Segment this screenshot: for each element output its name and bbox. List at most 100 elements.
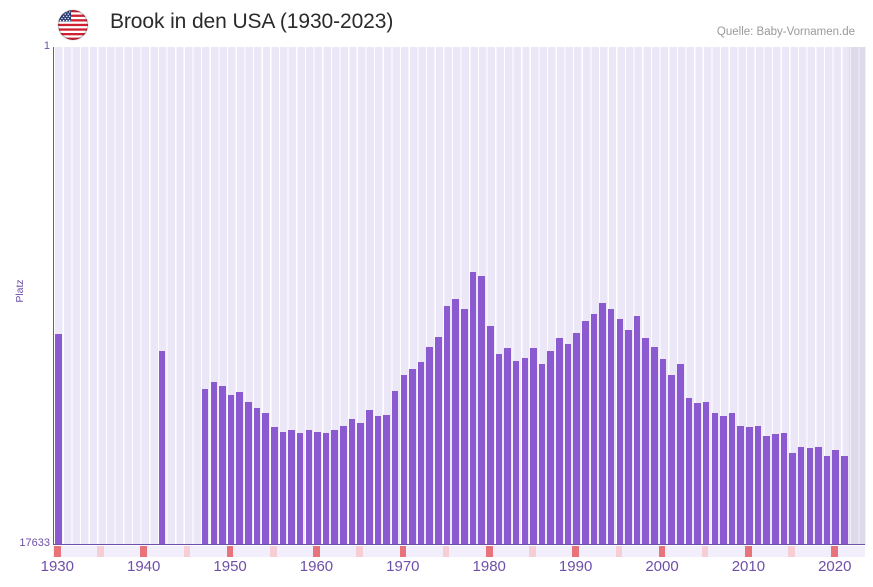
bar xyxy=(780,432,788,544)
y-axis-bottom-label: 17633 xyxy=(19,537,50,549)
x-axis-tick-label: 1930 xyxy=(40,558,74,575)
x-tick-major xyxy=(399,546,407,557)
bar xyxy=(685,397,693,544)
bar xyxy=(668,375,675,544)
x-tick-major xyxy=(54,546,61,557)
plot-area xyxy=(53,47,866,545)
x-axis-tick-label: 1960 xyxy=(299,558,334,575)
bar xyxy=(737,425,745,544)
bar xyxy=(556,338,563,544)
bar xyxy=(538,363,546,544)
bar xyxy=(288,430,295,544)
bar xyxy=(305,430,313,544)
bar xyxy=(409,369,416,544)
x-tick-major xyxy=(745,546,752,557)
bar xyxy=(391,390,399,544)
bar xyxy=(443,305,451,544)
x-tick-minor xyxy=(442,546,450,557)
bar xyxy=(702,401,710,544)
bar xyxy=(659,359,667,544)
bar xyxy=(210,382,218,544)
bar xyxy=(789,452,796,544)
bar xyxy=(469,271,477,544)
x-tick-minor xyxy=(788,546,795,557)
x-tick-major xyxy=(572,546,579,557)
bar xyxy=(55,334,62,544)
x-tick-major xyxy=(226,546,234,557)
bar xyxy=(461,308,468,544)
bar xyxy=(607,308,615,544)
x-axis-tick-label: 2020 xyxy=(818,558,852,575)
bar xyxy=(262,413,269,544)
bar xyxy=(435,336,442,544)
bar xyxy=(728,413,736,544)
x-tick-minor xyxy=(269,546,277,557)
x-tick-major xyxy=(831,546,839,557)
bar xyxy=(590,314,598,544)
bar xyxy=(374,415,382,544)
bar xyxy=(279,431,287,544)
bar xyxy=(625,329,632,544)
x-axis-tick-label: 1950 xyxy=(213,558,247,575)
bar xyxy=(581,321,589,544)
bar xyxy=(296,432,304,544)
bar xyxy=(236,391,243,544)
bar xyxy=(348,418,356,544)
bar xyxy=(763,435,770,544)
bar xyxy=(711,413,719,544)
bar xyxy=(754,425,762,544)
bar xyxy=(521,358,529,544)
x-axis-tick-label: 2000 xyxy=(645,558,679,575)
chart-header: Brook in den USA (1930-2023) Quelle: Bab… xyxy=(0,0,873,46)
bar xyxy=(478,276,485,544)
bar xyxy=(720,415,727,544)
x-axis-tick-label: 2010 xyxy=(731,558,766,575)
no-data-shaded-region xyxy=(848,47,866,545)
y-axis-top-label: 1 xyxy=(43,40,50,52)
bar xyxy=(806,448,814,544)
bar xyxy=(357,423,364,544)
x-tick-minor xyxy=(615,546,623,557)
bar xyxy=(219,386,226,544)
bar xyxy=(530,348,537,544)
bar xyxy=(564,343,572,544)
bar xyxy=(616,318,624,544)
bar xyxy=(815,447,822,544)
bar xyxy=(383,414,390,544)
bar xyxy=(486,325,494,544)
bar xyxy=(512,360,520,544)
bar xyxy=(340,425,347,544)
bar xyxy=(547,351,554,544)
x-axis-tick-label: 1990 xyxy=(558,558,593,575)
bar xyxy=(823,455,831,544)
bar xyxy=(633,315,641,544)
source-attribution: Quelle: Baby-Vornamen.de xyxy=(716,26,855,38)
bar xyxy=(746,427,753,544)
bar xyxy=(331,430,339,544)
bar xyxy=(797,447,805,544)
usa-flag-icon xyxy=(58,10,88,40)
page-title: Brook in den USA (1930-2023) xyxy=(110,10,394,33)
bar xyxy=(642,338,649,544)
bar xyxy=(694,403,701,544)
bar xyxy=(314,431,321,544)
x-tick-minor xyxy=(529,546,536,557)
bar xyxy=(253,407,261,544)
x-tick-minor xyxy=(97,546,104,557)
x-axis-labels: 1930 1940 1950 1960 1970 1980 1990 2000 2010 2020 xyxy=(41,558,865,584)
bar xyxy=(366,410,373,544)
x-tick-major xyxy=(658,546,666,557)
bar xyxy=(426,346,434,544)
x-axis-tick-label: 1980 xyxy=(472,558,506,575)
x-tick-minor xyxy=(356,546,363,557)
bar xyxy=(573,332,580,544)
bar xyxy=(495,353,503,544)
bar xyxy=(832,449,840,544)
bar xyxy=(227,394,235,544)
bar xyxy=(676,363,684,544)
x-tick-major xyxy=(485,546,493,557)
bar xyxy=(841,455,848,544)
x-axis-tick-strip xyxy=(53,546,865,557)
bar xyxy=(245,401,252,544)
